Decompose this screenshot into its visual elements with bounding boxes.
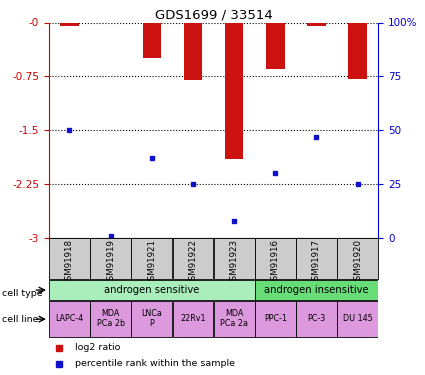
Bar — [296, 302, 337, 337]
Bar — [60, 22, 79, 26]
Text: GSM91916: GSM91916 — [271, 239, 280, 286]
Bar — [225, 22, 244, 159]
Text: androgen insensitive: androgen insensitive — [264, 285, 369, 295]
Bar — [296, 238, 337, 279]
Bar — [255, 238, 296, 279]
Bar — [214, 302, 255, 337]
Bar — [348, 22, 367, 79]
Bar — [90, 302, 131, 337]
Text: MDA
PCa 2a: MDA PCa 2a — [220, 309, 248, 328]
Text: cell type: cell type — [2, 289, 43, 298]
Bar — [255, 302, 296, 337]
Bar — [255, 280, 378, 300]
Bar — [131, 302, 172, 337]
Bar — [337, 238, 378, 279]
Bar — [266, 22, 285, 69]
Text: PPC-1: PPC-1 — [264, 314, 287, 323]
Text: PC-3: PC-3 — [307, 314, 326, 323]
Text: LAPC-4: LAPC-4 — [55, 314, 84, 323]
Bar — [307, 22, 326, 26]
Title: GDS1699 / 33514: GDS1699 / 33514 — [155, 8, 272, 21]
Text: GSM91921: GSM91921 — [147, 239, 156, 286]
Text: GSM91918: GSM91918 — [65, 239, 74, 286]
Bar — [49, 238, 90, 279]
Text: androgen sensitive: androgen sensitive — [104, 285, 199, 295]
Bar — [214, 238, 255, 279]
Bar — [142, 22, 161, 58]
Text: GSM91919: GSM91919 — [106, 239, 115, 286]
Bar — [131, 238, 172, 279]
Text: log2 ratio: log2 ratio — [75, 344, 121, 352]
Text: GSM91917: GSM91917 — [312, 239, 321, 286]
Bar — [184, 22, 202, 80]
Text: 22Rv1: 22Rv1 — [180, 314, 206, 323]
Bar — [337, 302, 378, 337]
Text: MDA
PCa 2b: MDA PCa 2b — [96, 309, 125, 328]
Text: GSM91923: GSM91923 — [230, 239, 239, 286]
Text: LNCa
P: LNCa P — [142, 309, 162, 328]
Bar — [49, 302, 90, 337]
Text: GSM91922: GSM91922 — [188, 239, 198, 286]
Bar — [173, 238, 213, 279]
Text: percentile rank within the sample: percentile rank within the sample — [75, 359, 235, 368]
Bar — [90, 238, 131, 279]
Text: DU 145: DU 145 — [343, 314, 373, 323]
Text: GSM91920: GSM91920 — [353, 239, 362, 286]
Text: cell line: cell line — [2, 315, 39, 324]
Bar — [173, 302, 213, 337]
Bar — [49, 280, 255, 300]
